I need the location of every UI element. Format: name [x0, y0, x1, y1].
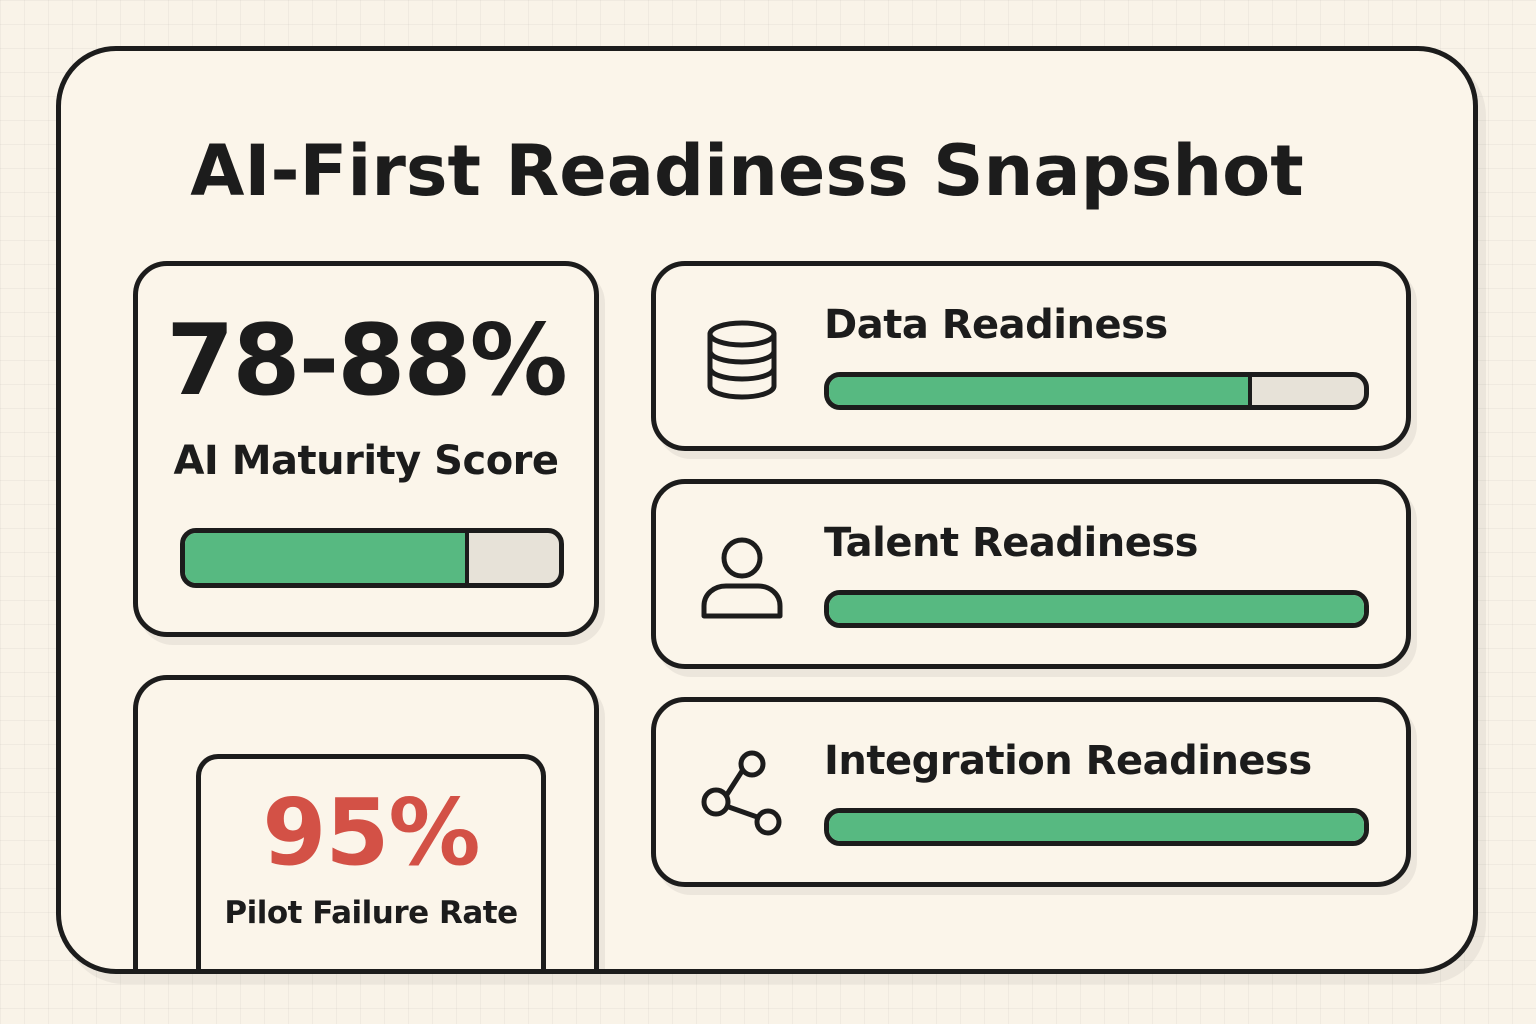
integration-readiness-card: Integration Readiness [651, 697, 1411, 887]
snapshot-panel: AI-First Readiness Snapshot 78-88% AI Ma… [56, 46, 1478, 974]
integration-readiness-progress-bar [824, 808, 1369, 846]
pilot-failure-label: Pilot Failure Rate [224, 895, 518, 931]
database-icon [707, 320, 777, 400]
talent-readiness-progress-fill [829, 595, 1364, 623]
talent-readiness-progress-bar [824, 590, 1369, 628]
data-readiness-progress-fill [829, 377, 1252, 405]
maturity-score-label: AI Maturity Score [173, 438, 559, 484]
maturity-progress-bar [180, 528, 564, 588]
person-icon [701, 537, 783, 619]
page-title: AI-First Readiness Snapshot [190, 130, 1304, 212]
data-readiness-card: Data Readiness [651, 261, 1411, 451]
integration-readiness-progress-fill [829, 813, 1364, 841]
data-readiness-progress-bar [824, 372, 1369, 410]
data-readiness-label: Data Readiness [824, 302, 1168, 348]
maturity-progress-fill [185, 533, 470, 583]
share-nodes-icon [701, 750, 782, 836]
pilot-failure-card: 95% Pilot Failure Rate [133, 675, 599, 969]
talent-readiness-card: Talent Readiness [651, 479, 1411, 669]
maturity-score-card: 78-88% AI Maturity Score [133, 261, 599, 637]
talent-readiness-label: Talent Readiness [824, 520, 1198, 566]
maturity-score-value: 78-88% [166, 304, 568, 418]
pilot-failure-value: 95% [262, 779, 480, 886]
pilot-failure-inner-card: 95% Pilot Failure Rate [196, 754, 546, 969]
integration-readiness-label: Integration Readiness [824, 738, 1312, 784]
